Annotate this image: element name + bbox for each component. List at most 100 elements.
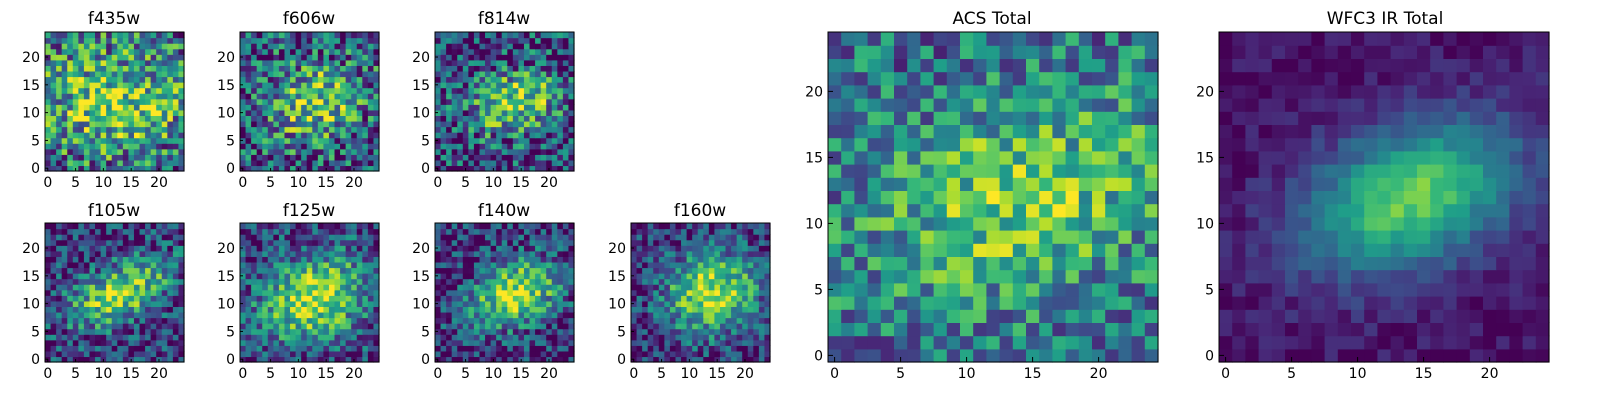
heatmap-cell [1144, 269, 1159, 284]
heatmap-cell [880, 150, 895, 165]
heatmap-cell [703, 345, 710, 352]
heatmap-cell [742, 323, 749, 330]
heatmap-cell [56, 267, 63, 274]
heatmap-cell [512, 289, 519, 296]
heatmap-cell [172, 356, 180, 363]
heatmap-cell [568, 223, 575, 230]
heatmap-cell [328, 328, 336, 335]
heatmap-cell [501, 132, 508, 139]
heatmap-cell [95, 32, 102, 39]
heatmap-cell [457, 295, 464, 302]
heatmap-cell [317, 148, 324, 155]
heatmap-cell [262, 32, 269, 39]
heatmap-cell [278, 300, 286, 307]
heatmap-cell [946, 164, 961, 178]
heatmap-cell [373, 245, 380, 252]
heatmap-cell [551, 317, 558, 324]
heatmap-cell [273, 143, 280, 150]
heatmap-cell [435, 154, 442, 161]
heatmap-cell [306, 120, 313, 128]
heatmap-cell [457, 104, 464, 111]
heatmap-cell [178, 245, 185, 252]
heatmap-cell [323, 284, 330, 291]
heatmap-cell [145, 54, 152, 61]
heatmap-cell [485, 76, 492, 83]
heatmap-cell [686, 300, 693, 307]
heatmap-cell [631, 234, 638, 241]
heatmap-cell [540, 323, 547, 330]
heatmap-cell [345, 284, 352, 291]
heatmap-cell [523, 284, 531, 291]
heatmap-cells-f160w [631, 223, 771, 363]
heatmap-cell [328, 87, 336, 94]
heatmap-cell [501, 120, 508, 128]
heatmap-cell [251, 76, 258, 83]
heatmap-cell [714, 245, 721, 252]
heatmap-cell [568, 256, 575, 263]
heatmap-cell [306, 154, 313, 161]
heatmap-cell [95, 250, 102, 257]
heatmap-cell [973, 348, 987, 363]
heatmap-cell [111, 59, 118, 66]
heatmap-cell [736, 334, 743, 341]
heatmap-cell [156, 295, 163, 302]
heatmap-cell [1118, 190, 1133, 205]
y-tick-label: 5 [421, 133, 430, 149]
heatmap-cell [725, 228, 732, 235]
heatmap-cell [317, 339, 324, 346]
heatmap-cell [507, 339, 514, 346]
heatmap-cell [362, 43, 369, 50]
heatmap-cell [301, 154, 308, 161]
heatmap-cell [139, 311, 146, 319]
heatmap-cell [468, 245, 475, 252]
heatmap-cell [117, 311, 124, 319]
heatmap-cell [61, 250, 68, 257]
heatmap-cell [156, 350, 163, 358]
heatmap-cell [758, 328, 766, 335]
heatmap-cell [161, 87, 168, 94]
heatmap-cell [535, 54, 542, 61]
heatmap-cell [736, 289, 743, 296]
heatmap-cell [139, 43, 146, 50]
heatmap-cell [111, 54, 118, 61]
heatmap-cell [111, 334, 118, 341]
heatmap-cell [518, 289, 525, 296]
heatmap-cell [45, 223, 52, 230]
heatmap-cell [1052, 256, 1067, 271]
heatmap-cell [658, 334, 665, 341]
heatmap-cell [145, 137, 152, 144]
heatmap-cell [523, 323, 531, 330]
heatmap-cell [854, 348, 869, 363]
heatmap-cell [61, 239, 68, 246]
heatmap-cell [435, 54, 442, 61]
heatmap-cell [106, 223, 113, 230]
y-tick-label: 0 [617, 352, 626, 368]
heatmap-cell [256, 278, 263, 285]
heatmap-cell [317, 65, 324, 72]
heatmap-cell [1092, 190, 1106, 205]
heatmap-cell [240, 59, 247, 66]
heatmap-cell [568, 165, 575, 172]
heatmap-cell [122, 87, 129, 94]
heatmap-cell [323, 109, 330, 116]
heatmap-cell [89, 239, 96, 246]
heatmap-cell [139, 76, 146, 83]
heatmap-cell [100, 70, 107, 78]
heatmap-cell [356, 323, 363, 330]
heatmap-cell [128, 273, 135, 280]
heatmap-cell [356, 154, 363, 161]
heatmap-cell [45, 93, 52, 100]
heatmap-cell [758, 278, 766, 285]
heatmap-cell [373, 295, 380, 302]
heatmap-cell [529, 250, 536, 257]
heatmap-cell [986, 348, 1001, 363]
x-tick-label: 5 [461, 366, 470, 382]
heatmap-cell [529, 239, 536, 246]
heatmap-cell [1065, 269, 1080, 284]
heatmap-cell [1118, 322, 1133, 337]
heatmap-cell [373, 223, 380, 230]
y-tick-label: 5 [617, 324, 626, 340]
heatmap-cell [100, 234, 107, 241]
heatmap-cell [117, 261, 124, 269]
